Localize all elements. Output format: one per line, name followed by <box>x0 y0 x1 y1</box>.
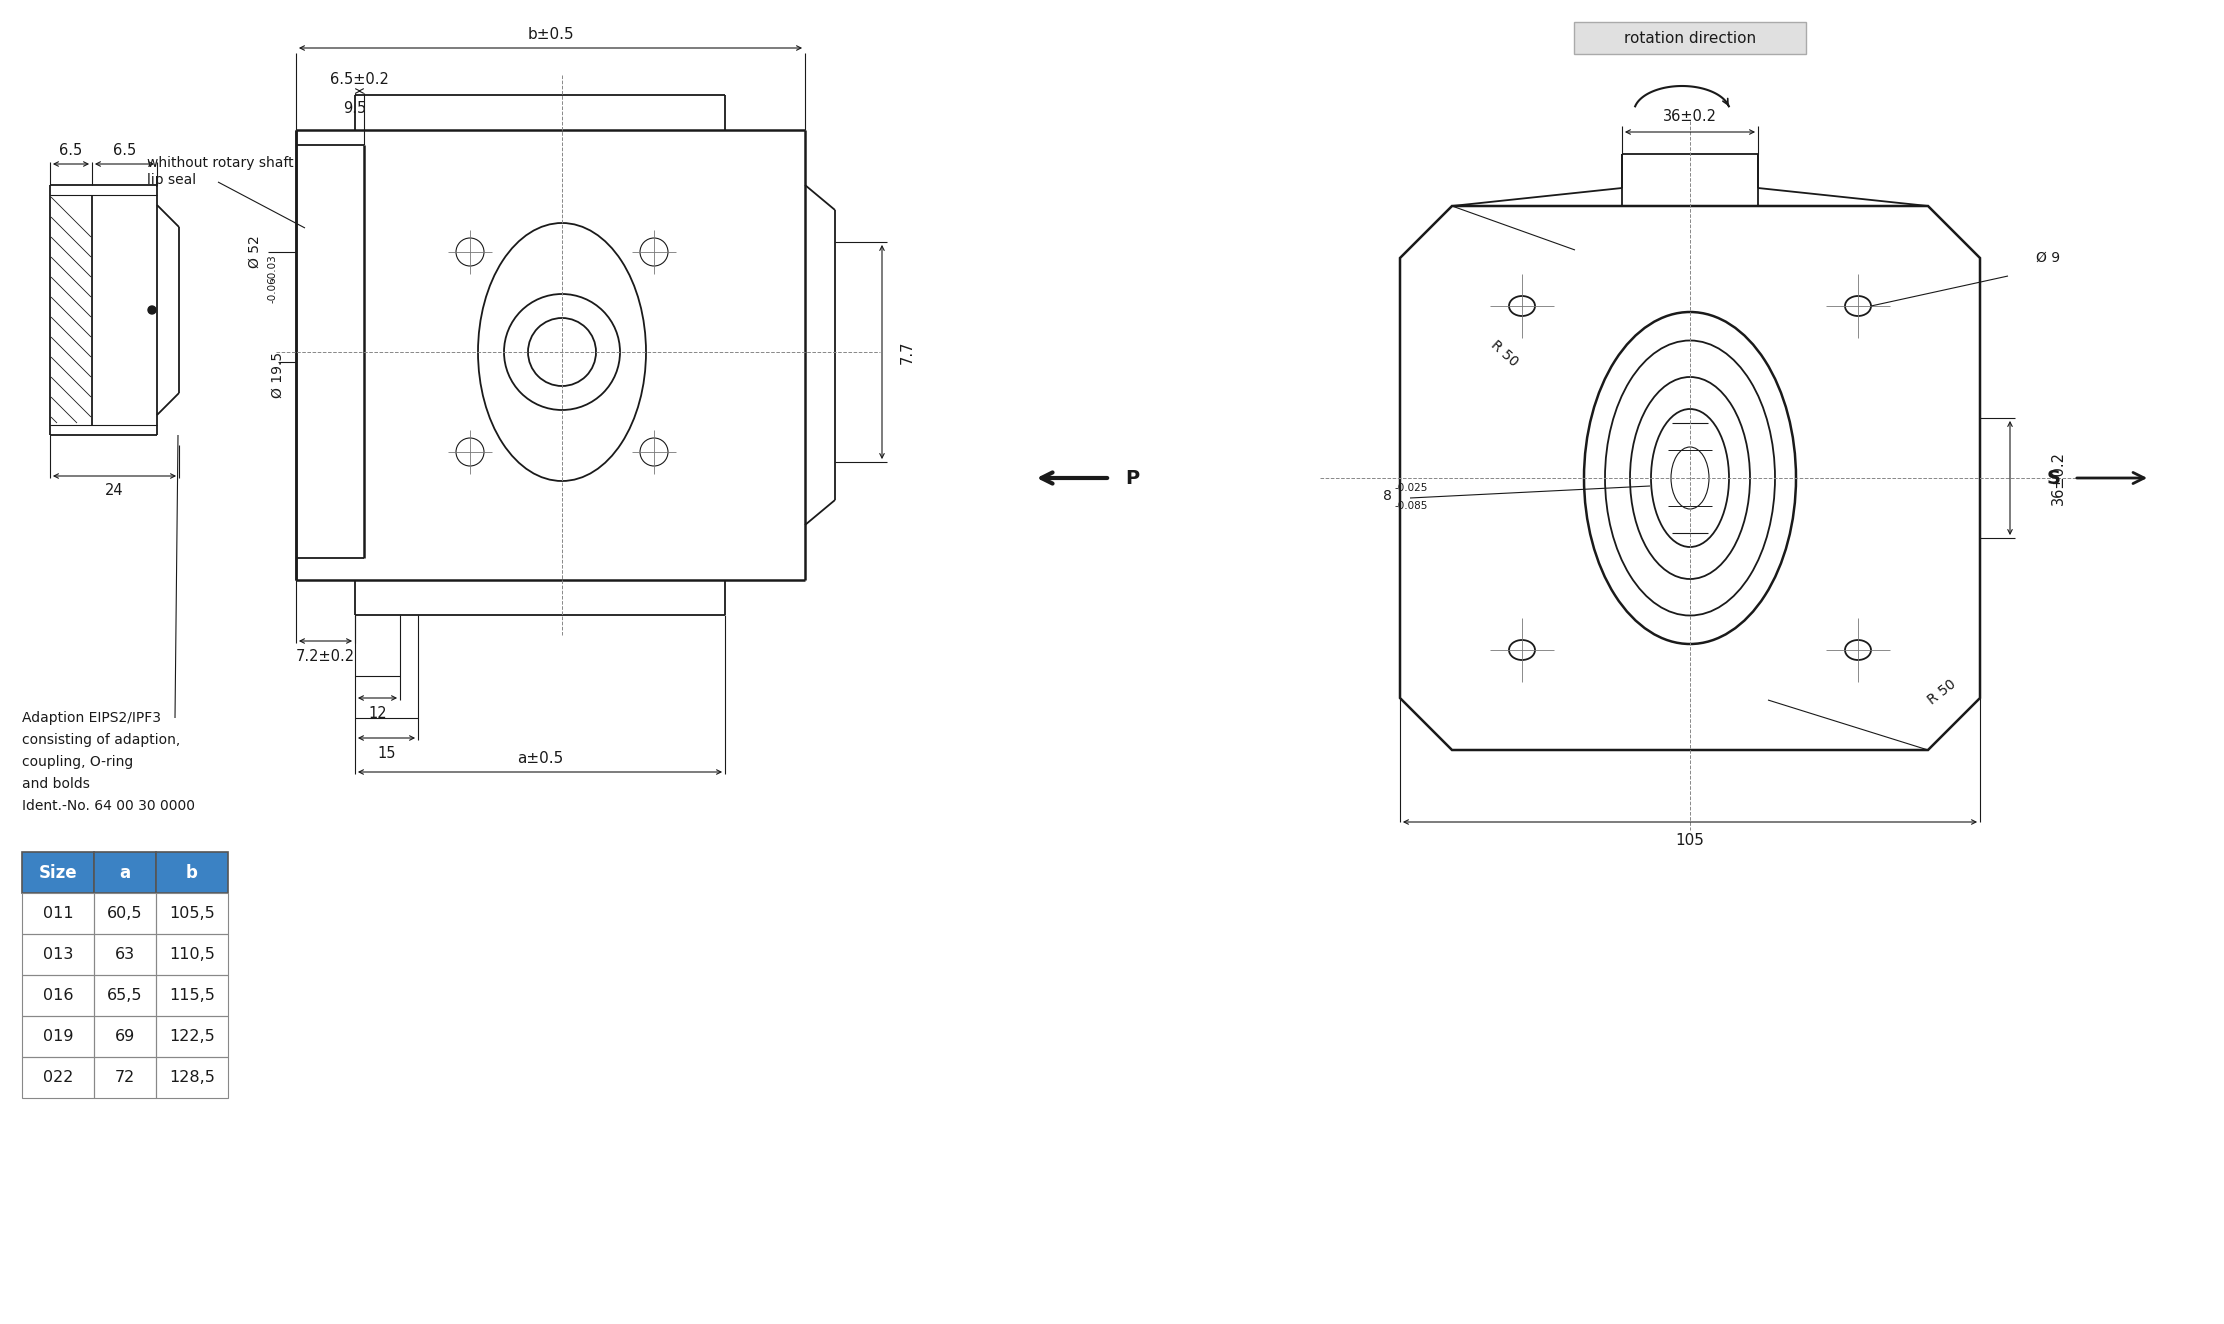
Text: coupling, O-ring: coupling, O-ring <box>22 755 133 769</box>
Bar <box>156 974 229 1016</box>
Text: Ø 19.5: Ø 19.5 <box>271 352 285 399</box>
Text: 105,5: 105,5 <box>169 906 216 922</box>
Text: -0.085: -0.085 <box>1394 500 1428 511</box>
Text: Adaption EIPS2/IPF3: Adaption EIPS2/IPF3 <box>22 711 160 726</box>
Text: 105: 105 <box>1675 833 1704 847</box>
Bar <box>93 933 156 974</box>
Text: 36±0.2: 36±0.2 <box>2051 451 2066 504</box>
Text: Size: Size <box>38 863 78 882</box>
Bar <box>22 1057 93 1098</box>
Text: 36±0.2: 36±0.2 <box>1664 109 1717 123</box>
Text: S: S <box>2046 469 2062 487</box>
Text: consisting of adaption,: consisting of adaption, <box>22 733 180 747</box>
Text: 7.7: 7.7 <box>898 340 914 364</box>
Bar <box>93 853 156 892</box>
Text: 6.5: 6.5 <box>60 143 82 158</box>
Text: 72: 72 <box>116 1070 136 1084</box>
Text: a±0.5: a±0.5 <box>516 751 563 765</box>
Bar <box>22 853 93 892</box>
Bar <box>93 1057 156 1098</box>
Text: -0.025: -0.025 <box>1394 483 1428 493</box>
Text: Ø 52: Ø 52 <box>249 236 262 267</box>
Text: 60,5: 60,5 <box>107 906 142 922</box>
Text: 019: 019 <box>42 1029 73 1045</box>
Text: and bolds: and bolds <box>22 777 89 790</box>
Text: 128,5: 128,5 <box>169 1070 216 1084</box>
Text: b: b <box>187 863 198 882</box>
Text: 24: 24 <box>105 482 125 498</box>
Circle shape <box>149 306 156 314</box>
Text: 12: 12 <box>369 706 387 720</box>
Bar <box>156 1057 229 1098</box>
Text: 022: 022 <box>42 1070 73 1084</box>
Bar <box>22 892 93 933</box>
Text: a: a <box>120 863 131 882</box>
Text: 110,5: 110,5 <box>169 947 216 963</box>
Bar <box>1575 23 1806 54</box>
Bar <box>156 853 229 892</box>
Bar <box>156 892 229 933</box>
Text: 011: 011 <box>42 906 73 922</box>
Bar <box>93 1016 156 1057</box>
Text: 115,5: 115,5 <box>169 988 216 1004</box>
Text: 013: 013 <box>42 947 73 963</box>
Bar <box>156 1016 229 1057</box>
Text: -0.06: -0.06 <box>267 277 278 303</box>
Text: 8: 8 <box>1383 489 1392 503</box>
Text: -0.03: -0.03 <box>267 254 278 282</box>
Text: b±0.5: b±0.5 <box>527 26 574 41</box>
Text: R 50: R 50 <box>1488 338 1521 369</box>
Text: Ø 9: Ø 9 <box>2035 252 2059 265</box>
Text: 9.5: 9.5 <box>342 101 367 115</box>
Text: 6.5±0.2: 6.5±0.2 <box>329 71 389 86</box>
Text: lip seal: lip seal <box>147 173 196 187</box>
Text: whithout rotary shaft: whithout rotary shaft <box>147 156 294 169</box>
Bar <box>22 933 93 974</box>
Bar <box>93 974 156 1016</box>
Text: 7.2±0.2: 7.2±0.2 <box>296 649 356 663</box>
Text: 69: 69 <box>116 1029 136 1045</box>
Text: Ident.-No. 64 00 30 0000: Ident.-No. 64 00 30 0000 <box>22 798 196 813</box>
Text: 15: 15 <box>378 745 396 760</box>
Text: 122,5: 122,5 <box>169 1029 216 1045</box>
Text: 65,5: 65,5 <box>107 988 142 1004</box>
Text: 6.5: 6.5 <box>113 143 136 158</box>
Bar <box>93 892 156 933</box>
Text: P: P <box>1125 469 1139 487</box>
Text: 016: 016 <box>42 988 73 1004</box>
Text: rotation direction: rotation direction <box>1624 30 1757 45</box>
Bar <box>156 933 229 974</box>
Bar <box>22 974 93 1016</box>
Text: R 50: R 50 <box>1926 677 1959 707</box>
Text: 63: 63 <box>116 947 136 963</box>
Bar <box>22 1016 93 1057</box>
